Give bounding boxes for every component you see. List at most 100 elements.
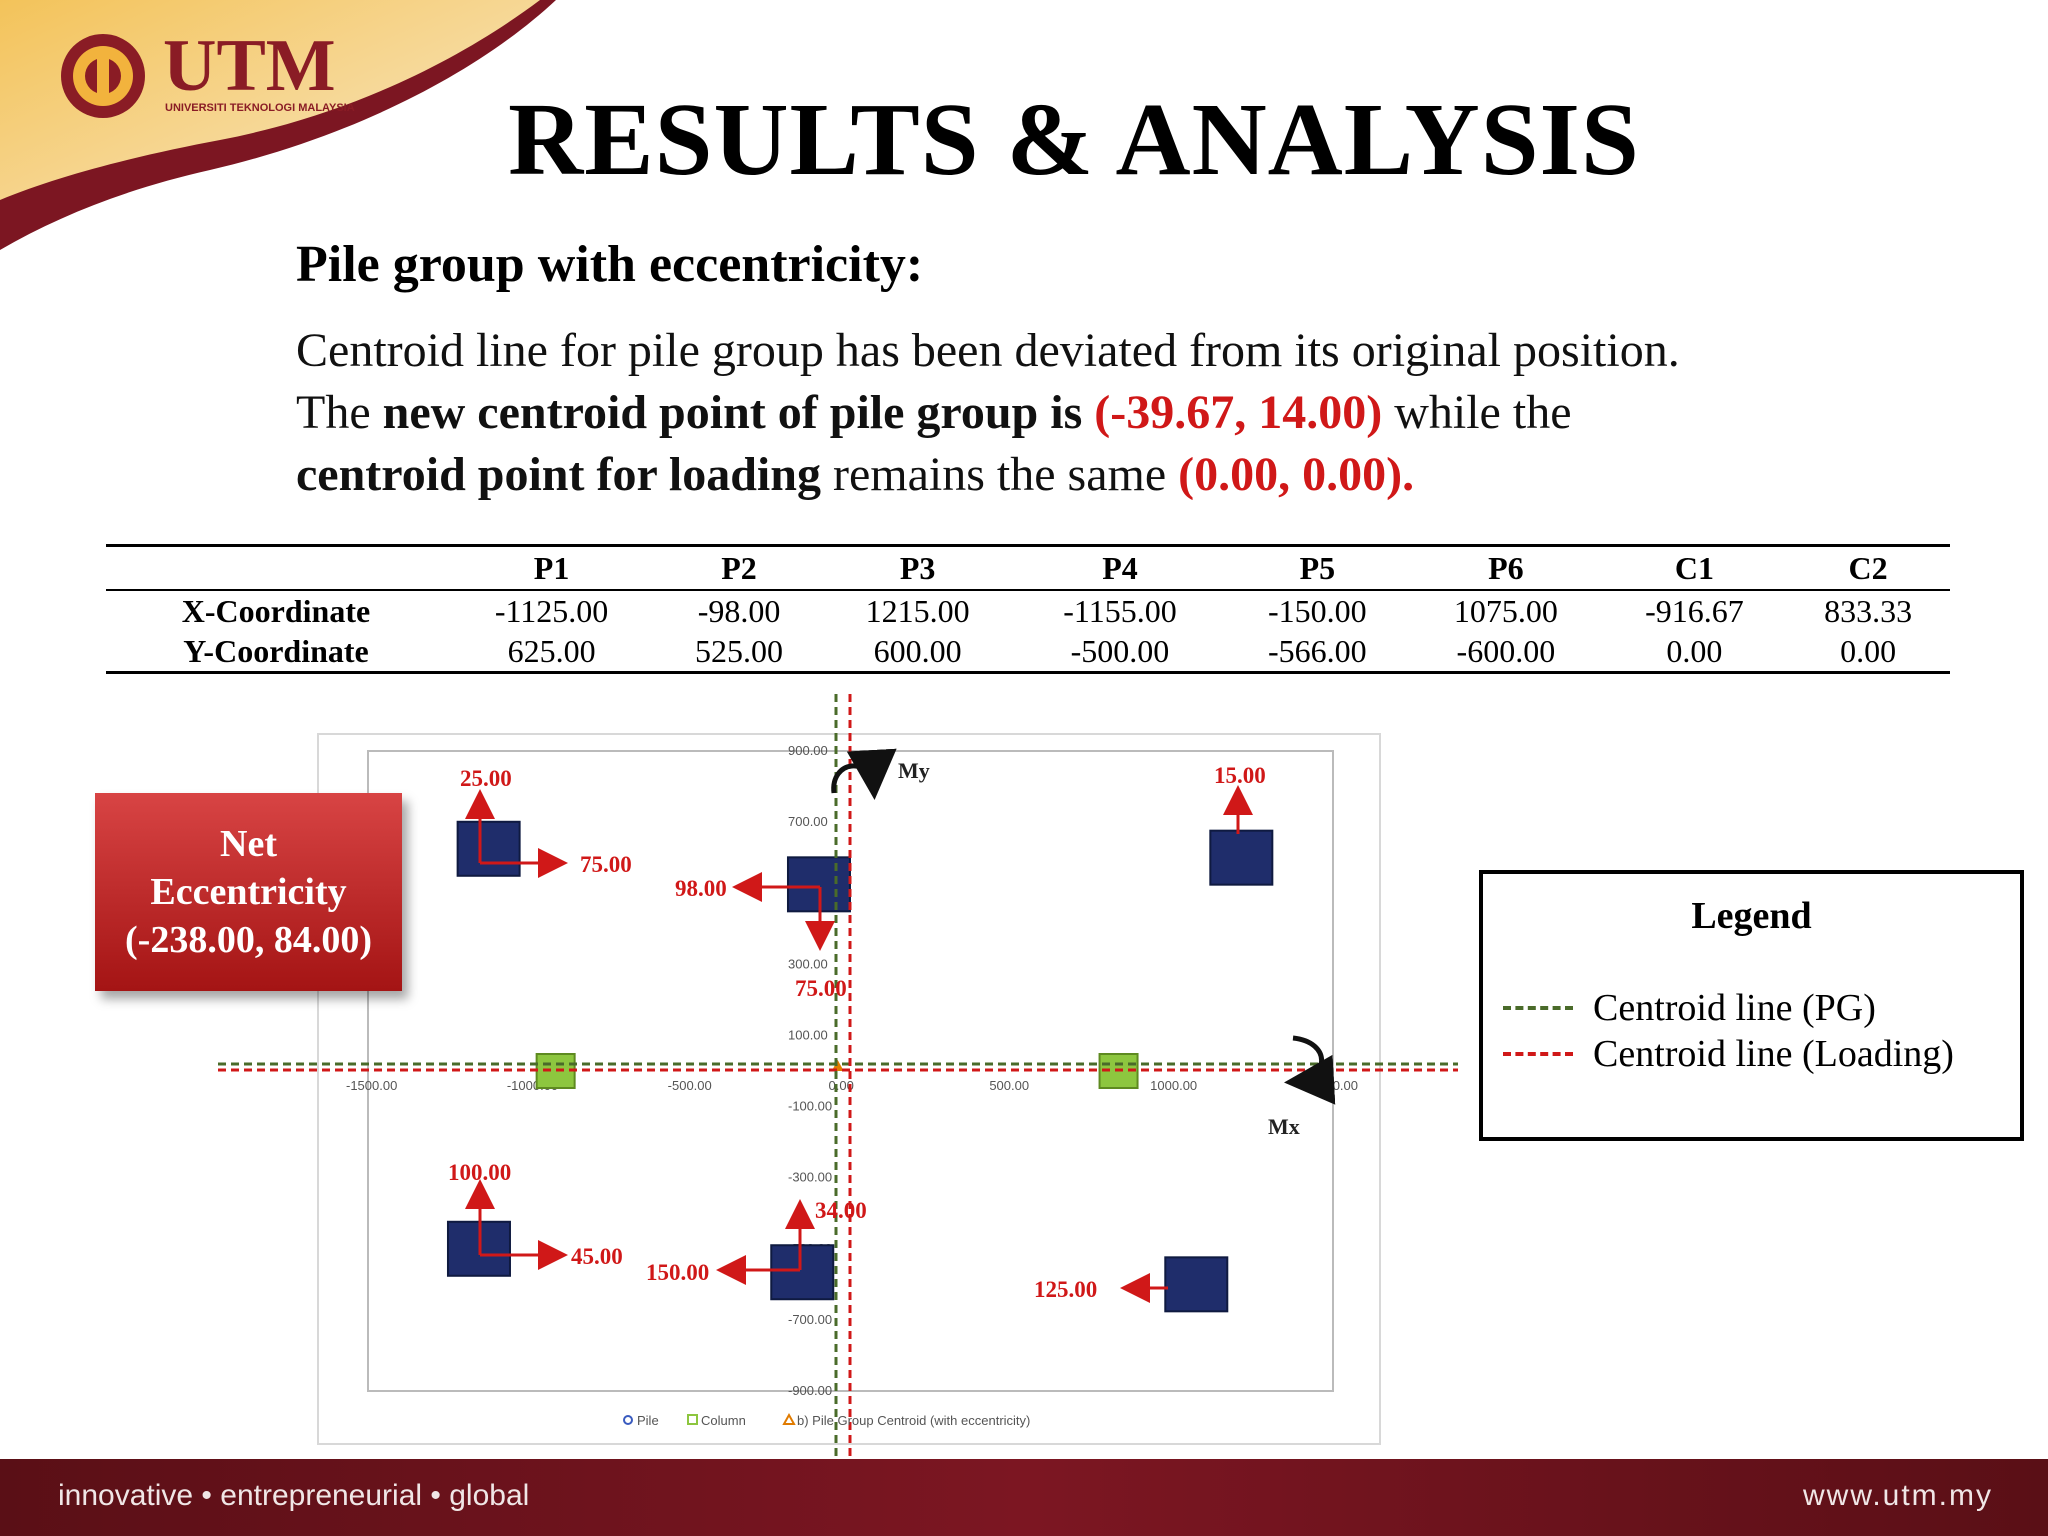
table-cell: 525.00 — [657, 631, 821, 674]
net-eccentricity-value: (-238.00, 84.00) — [125, 919, 372, 961]
table-header-cell: C2 — [1786, 544, 1950, 591]
loading-centroid-value: (0.00, 0.00). — [1178, 448, 1415, 501]
force-label: 34.00 — [815, 1198, 867, 1223]
y-tick-label: 300.00 — [788, 956, 828, 971]
table-cell: -916.67 — [1645, 592, 1744, 629]
legend-item-pg: Centroid line (PG) — [1503, 986, 1876, 1030]
body-line-1: Centroid line for pile group has been de… — [296, 324, 1680, 377]
text-fragment: The — [296, 386, 383, 439]
pg-centroid-value: (-39.67, 14.00) — [1082, 386, 1383, 439]
table-cell: 1215.00 — [865, 592, 970, 629]
table-cell: 600.00 — [820, 631, 1015, 674]
force-label: 45.00 — [571, 1244, 623, 1269]
force-label: 75.00 — [795, 976, 847, 1001]
pile-marker — [1164, 1256, 1229, 1313]
x-tick-label: -500.00 — [668, 1078, 712, 1093]
table-header-row: P1 P2 P3 P4 P5 P6 C1 C2 — [106, 544, 1950, 591]
force-label: 125.00 — [1034, 1277, 1097, 1302]
centroid-markers — [831, 1060, 844, 1072]
table-cell: -600.00 — [1409, 631, 1603, 674]
page-title: RESULTS & ANALYSIS — [508, 82, 1640, 197]
logo-wordmark: UTM — [163, 25, 336, 107]
table-header-cell: P4 — [1014, 544, 1226, 591]
table-cell: -98.00 — [697, 592, 781, 629]
centroid-legend-icon — [782, 1412, 796, 1425]
y-tick-label: 900.00 — [788, 743, 828, 758]
x-tick-label: 500.00 — [989, 1078, 1029, 1093]
legend-pile: Pile — [637, 1413, 659, 1428]
coordinate-table: P1 P2 P3 P4 P5 P6 C1 C2 X-Coordinate -11… — [106, 544, 1950, 674]
legend-label-pg: Centroid line (PG) — [1593, 987, 1876, 1029]
chart-series-legend: Pile Column b) Pile Group Centroid (with… — [623, 1412, 1030, 1428]
force-label: 25.00 — [460, 766, 512, 791]
column-legend-icon — [687, 1414, 698, 1425]
net-eccentricity-line2: Eccentricity — [150, 871, 347, 913]
x-tick-label: 1000.00 — [1150, 1078, 1197, 1093]
table-header-cell: P5 — [1225, 544, 1410, 591]
table-cell: 0.00 — [1786, 631, 1950, 674]
moment-mx-arrow — [1284, 1035, 1336, 1105]
pile-marker — [1209, 829, 1274, 886]
y-tick-label: 100.00 — [788, 1027, 828, 1042]
table-header-cell: P1 — [446, 544, 658, 591]
legend-item-loading: Centroid line (Loading) — [1503, 1032, 1954, 1076]
table-header-cell: P3 — [820, 544, 1015, 591]
table-cell: -566.00 — [1225, 631, 1410, 674]
force-label: 150.00 — [646, 1260, 709, 1285]
legend-swatch-pg — [1503, 1006, 1573, 1010]
legend-column: Column — [701, 1413, 746, 1428]
pile-marker — [456, 820, 521, 877]
utm-logo: UTM UNIVERSITI TEKNOLOGI MALAYSIA — [55, 25, 355, 133]
row-label: Y-Coordinate — [106, 631, 446, 674]
force-arrows — [465, 785, 1253, 1303]
legend-title: Legend — [1691, 895, 1812, 937]
y-tick-label: -700.00 — [788, 1312, 832, 1327]
table-row: Y-Coordinate 625.00 525.00 600.00 -500.0… — [106, 631, 1950, 674]
y-tick-label: -900.00 — [788, 1383, 832, 1398]
table-cell: 0.00 — [1602, 631, 1787, 674]
pile-group-centroid-marker — [831, 1060, 844, 1072]
column-marker — [535, 1053, 576, 1089]
footer-bar — [0, 1459, 2048, 1536]
utm-emblem — [61, 34, 145, 118]
net-eccentricity-line1: Net — [220, 823, 277, 865]
logo-subtext: UNIVERSITI TEKNOLOGI MALAYSIA — [165, 102, 355, 114]
net-eccentricity-box: Net Eccentricity (-238.00, 84.00) — [95, 793, 402, 991]
legend-swatch-loading — [1503, 1052, 1573, 1056]
table-cell: -1155.00 — [1063, 592, 1177, 629]
legend-box: Legend Centroid line (PG) Centroid line … — [1479, 870, 2024, 1141]
text-bold-fragment: centroid point for loading — [296, 448, 821, 501]
table-cell: 625.00 — [446, 631, 658, 674]
text-fragment: remains the same — [820, 448, 1179, 501]
moment-my-arrow — [831, 748, 897, 800]
legend-label-loading: Centroid line (Loading) — [1593, 1033, 1954, 1075]
table-cell: -1125.00 — [494, 592, 609, 629]
table-cell: 1075.00 — [1453, 592, 1558, 629]
body-line-3: centroid point for loading remains the s… — [296, 444, 1996, 506]
y-tick-label: -300.00 — [788, 1170, 832, 1185]
row-label: X-Coordinate — [181, 592, 371, 629]
text-bold-fragment: new centroid point of pile group is — [382, 386, 1083, 439]
table-row: X-Coordinate -1125.00 -98.00 1215.00 -11… — [106, 590, 1950, 631]
body-line-2: The new centroid point of pile group is … — [296, 382, 1996, 444]
force-label: 98.00 — [675, 876, 727, 901]
section-subtitle: Pile group with eccentricity: — [296, 236, 924, 293]
footer-url[interactable]: www.utm.my — [1802, 1479, 1993, 1512]
body-paragraph: Centroid line for pile group has been de… — [296, 320, 1996, 506]
y-tick-label: 700.00 — [788, 814, 828, 829]
text-fragment: while the — [1382, 386, 1572, 439]
table-header-cell: C1 — [1602, 544, 1787, 591]
pile-marker — [770, 1244, 835, 1301]
pile-marker — [786, 856, 851, 913]
table-header-cell — [106, 544, 446, 591]
x-tick-label: 1500.00 — [1311, 1078, 1358, 1093]
table-cell: 833.33 — [1824, 592, 1913, 629]
force-label: 75.00 — [580, 852, 632, 877]
table-cell: -150.00 — [1268, 592, 1367, 629]
y-tick-label: -100.00 — [788, 1099, 832, 1114]
legend-centroid: b) Pile Group Centroid (with eccentricit… — [797, 1413, 1030, 1428]
x-tick-label: -1500.00 — [346, 1078, 397, 1093]
moment-my-label: My — [898, 758, 930, 783]
force-label: 100.00 — [448, 1160, 511, 1185]
